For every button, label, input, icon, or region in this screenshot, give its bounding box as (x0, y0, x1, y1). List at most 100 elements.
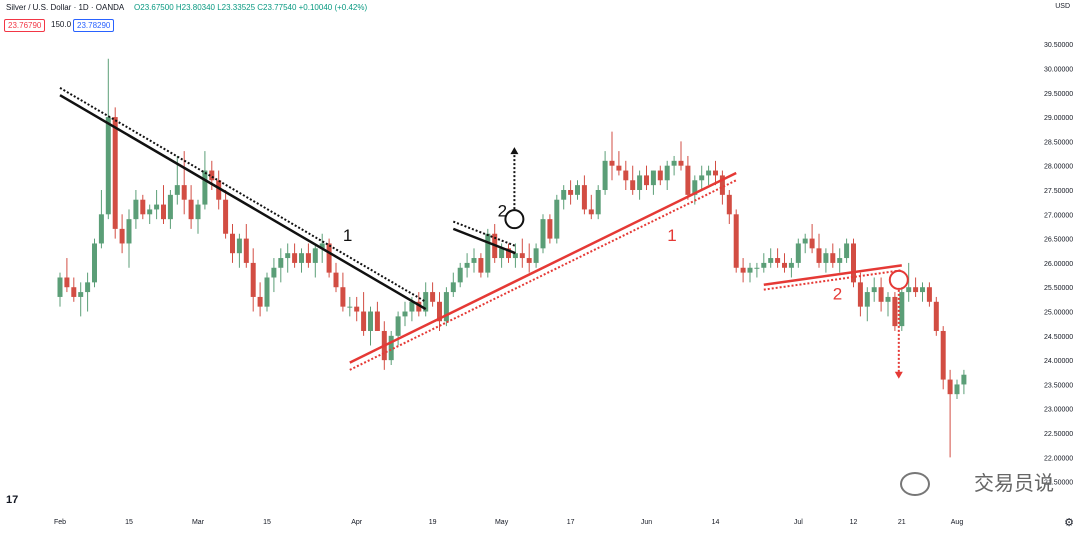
candle-body (851, 243, 856, 283)
y-tick-label: 24.00000 (1044, 358, 1073, 365)
candle-body (499, 248, 505, 259)
candle-body (126, 219, 132, 244)
candle-body (57, 277, 63, 297)
candle-body (920, 287, 925, 293)
x-tick-label: Apr (351, 519, 363, 526)
candle-body (788, 262, 794, 268)
red-trendline-1 (349, 171, 737, 364)
red-flag-line-2-dotted (763, 269, 902, 291)
x-tick-label: Mar (192, 519, 205, 526)
candle-body (940, 330, 946, 380)
candle-body (671, 160, 677, 166)
candle-body (85, 282, 91, 293)
candle-body (602, 160, 608, 190)
candle-body (685, 165, 691, 195)
y-tick-label: 30.00000 (1044, 66, 1073, 73)
candle-body (347, 306, 353, 308)
candle-body (285, 253, 291, 259)
candle-body (837, 258, 843, 263)
candle-body (464, 262, 470, 268)
candle-body (650, 170, 656, 186)
candle-body (174, 185, 180, 195)
candle-body (623, 170, 629, 181)
candle-body (140, 199, 146, 215)
candle-body (326, 243, 332, 273)
candle-body (340, 287, 346, 307)
candle-body (657, 170, 663, 181)
candle-body (423, 292, 429, 312)
candle-body (899, 292, 905, 327)
y-tick-label: 26.50000 (1044, 237, 1073, 244)
candle-body (112, 117, 118, 229)
settings-gear-icon[interactable]: ⚙ (1064, 517, 1074, 529)
y-tick-label: 27.00000 (1044, 212, 1073, 219)
chart-header: Silver / U.S. Dollar · 1D · OANDA O23.67… (6, 3, 367, 12)
candle-body (299, 253, 304, 263)
candle-body (202, 170, 208, 205)
x-tick-label: 14 (712, 519, 720, 526)
buy-price-chip[interactable]: 23.78290 (73, 19, 115, 32)
candle-body (105, 117, 111, 215)
black-flag-line-2-dotted (452, 220, 516, 247)
y-tick-label: 29.50000 (1044, 91, 1073, 98)
black-breakout-circle (504, 209, 525, 230)
y-tick-label: 22.50000 (1044, 431, 1073, 438)
candle-body (533, 248, 539, 263)
candle-body (278, 258, 284, 268)
y-tick-label: 25.50000 (1044, 285, 1073, 292)
black-arrowhead (510, 147, 519, 155)
candle-body (430, 292, 436, 302)
red-flag-line-2 (763, 264, 902, 287)
candle-body (644, 175, 649, 186)
candle-body (885, 296, 891, 302)
candle-body (437, 301, 442, 322)
candle-body (547, 219, 553, 239)
x-tick-label: Jul (794, 519, 803, 526)
spread-value: 150.0 (51, 20, 72, 29)
candle-body (506, 248, 511, 259)
candle-body (630, 180, 636, 190)
y-tick-label: 26.00000 (1044, 261, 1073, 268)
candle-body (443, 292, 449, 322)
candle-body (98, 214, 104, 244)
watermark-text: 交易员说 (974, 471, 1054, 495)
candle-body (816, 248, 822, 263)
candle-body (195, 204, 201, 220)
x-tick-label: Jun (641, 519, 652, 526)
sell-price-chip[interactable]: 23.76790 (4, 19, 46, 32)
symbol-title[interactable]: Silver / U.S. Dollar · 1D · OANDA (6, 3, 124, 12)
candle-body (664, 165, 670, 181)
y-tick-label: 23.00000 (1044, 407, 1073, 414)
candle-body (699, 175, 705, 181)
x-tick-label: 15 (125, 519, 133, 526)
candle-body (761, 262, 767, 268)
x-tick-label: Aug (951, 519, 964, 526)
y-tick-label: 22.00000 (1044, 455, 1073, 462)
red-trendline-1-dotted (349, 179, 737, 371)
candle-body (519, 253, 525, 259)
candle-body (167, 194, 173, 220)
candle-body (319, 243, 325, 249)
candle-body (209, 170, 215, 181)
y-tick-label: 28.00000 (1044, 164, 1073, 171)
y-tick-label: 27.50000 (1044, 188, 1073, 195)
candle-body (616, 165, 622, 171)
currency-selector[interactable]: USD (1055, 3, 1070, 10)
candle-body (161, 204, 166, 220)
candle-body (230, 233, 235, 254)
candle-body (119, 228, 125, 244)
x-tick-label: 19 (429, 519, 437, 526)
red-label-2: 2 (833, 284, 842, 303)
candle-body (740, 267, 746, 273)
candle-body (147, 209, 153, 215)
candle-body (78, 292, 84, 297)
candle-body (926, 287, 932, 302)
candle-body (768, 258, 774, 263)
candle-body (554, 199, 560, 239)
candle-body (361, 311, 367, 331)
candle-body (305, 253, 311, 263)
candle-body (485, 233, 491, 273)
candle-body (354, 306, 360, 312)
candle-body (609, 160, 615, 166)
